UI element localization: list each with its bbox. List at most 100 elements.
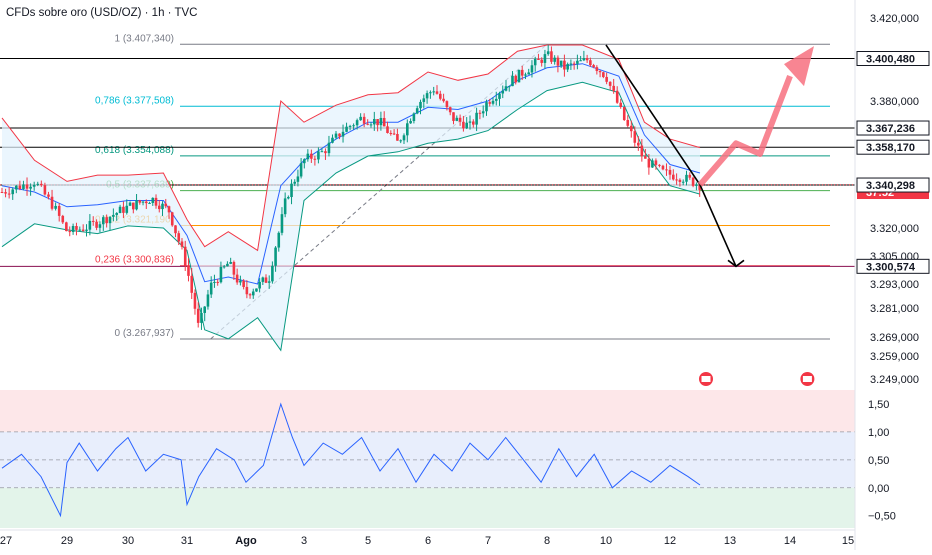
candle [125, 199, 129, 215]
candle [32, 181, 36, 191]
candle [409, 118, 412, 124]
candle [448, 106, 452, 116]
candle [373, 111, 376, 131]
candle [362, 113, 366, 128]
candle-body [517, 69, 521, 83]
candle [85, 224, 88, 237]
candle-body [605, 76, 608, 82]
candle [81, 224, 85, 232]
price-tick-label: 3.269,000 [870, 332, 919, 344]
candle-body [57, 205, 61, 216]
candle-body [310, 153, 313, 159]
candle-body [251, 291, 255, 296]
candle [520, 65, 524, 81]
price-label-box [856, 120, 930, 136]
candle [462, 115, 465, 132]
candle-body [81, 229, 85, 231]
candle [455, 115, 459, 122]
candle [267, 275, 271, 289]
candle-body [4, 192, 7, 194]
time-tick-label: 29 [61, 535, 73, 547]
candle-body [118, 206, 122, 214]
candle-body [112, 214, 115, 217]
price-tick-label: 3.249,000 [870, 374, 919, 386]
price-label-0: 3.400,480 [866, 54, 915, 66]
candle [280, 207, 284, 236]
candle [672, 169, 675, 181]
candle [498, 91, 501, 106]
candle [543, 49, 547, 69]
candle-body [563, 60, 566, 70]
candle [379, 111, 383, 131]
candle-body [135, 200, 138, 210]
candle [569, 59, 573, 70]
candle-body [213, 281, 216, 283]
price-label-2: 3.358,170 [866, 142, 915, 154]
candle [7, 187, 11, 199]
candle-body [422, 98, 426, 102]
candle-body [537, 58, 540, 60]
event-flag-inner [701, 376, 711, 382]
candle-body [412, 113, 416, 122]
candle-body [151, 197, 155, 203]
candle-body [504, 86, 508, 91]
time-tick-label: 7 [485, 535, 491, 547]
time-tick-label: 5 [365, 535, 371, 547]
candle [465, 117, 468, 130]
candle [341, 124, 345, 143]
candle [629, 120, 633, 138]
candle-body [226, 263, 229, 267]
bollinger-lower [1, 81, 701, 352]
candle [128, 201, 132, 207]
candle-body [550, 51, 553, 62]
candle [105, 214, 108, 228]
candle-body [0, 192, 4, 194]
candle-body [665, 169, 668, 171]
candlesticks [0, 44, 701, 330]
candle [324, 148, 327, 160]
candle [488, 98, 492, 107]
candle [245, 280, 249, 299]
time-tick-label: 27 [0, 535, 12, 547]
candle [563, 54, 566, 77]
candle-body [688, 174, 692, 178]
candle [71, 223, 75, 235]
event-markers [699, 372, 815, 386]
candle-body [685, 174, 688, 182]
candle [389, 130, 393, 136]
candle-body [274, 247, 277, 266]
candle-body [576, 60, 579, 64]
candle-body [7, 193, 11, 195]
candle-body [681, 181, 685, 183]
candle [633, 126, 637, 148]
candle-body [317, 151, 320, 160]
candle [435, 85, 439, 95]
candle-body [338, 133, 341, 137]
candle-body [148, 202, 151, 204]
candle-body [261, 277, 265, 282]
candle [29, 183, 32, 196]
candle-body [458, 117, 462, 122]
candle-body [61, 215, 65, 223]
candle-body [245, 286, 249, 295]
time-tick-label: 31 [181, 535, 193, 547]
candle [668, 165, 672, 180]
candle-body [177, 233, 181, 242]
candle-body [619, 102, 623, 107]
candle-body [598, 70, 602, 73]
horizontal-levels [0, 58, 855, 267]
candle [293, 179, 297, 187]
fib-label-1: 0,786 (3.377,508) [95, 95, 174, 106]
candle [338, 133, 341, 140]
candle [589, 57, 592, 67]
candle [458, 114, 462, 126]
candle-body [566, 64, 569, 70]
candle-body [91, 220, 95, 222]
candle [232, 260, 236, 281]
candle-body [530, 65, 534, 73]
candle-body [462, 121, 465, 129]
candle [78, 226, 82, 232]
time-tick-label: 10 [600, 535, 612, 547]
